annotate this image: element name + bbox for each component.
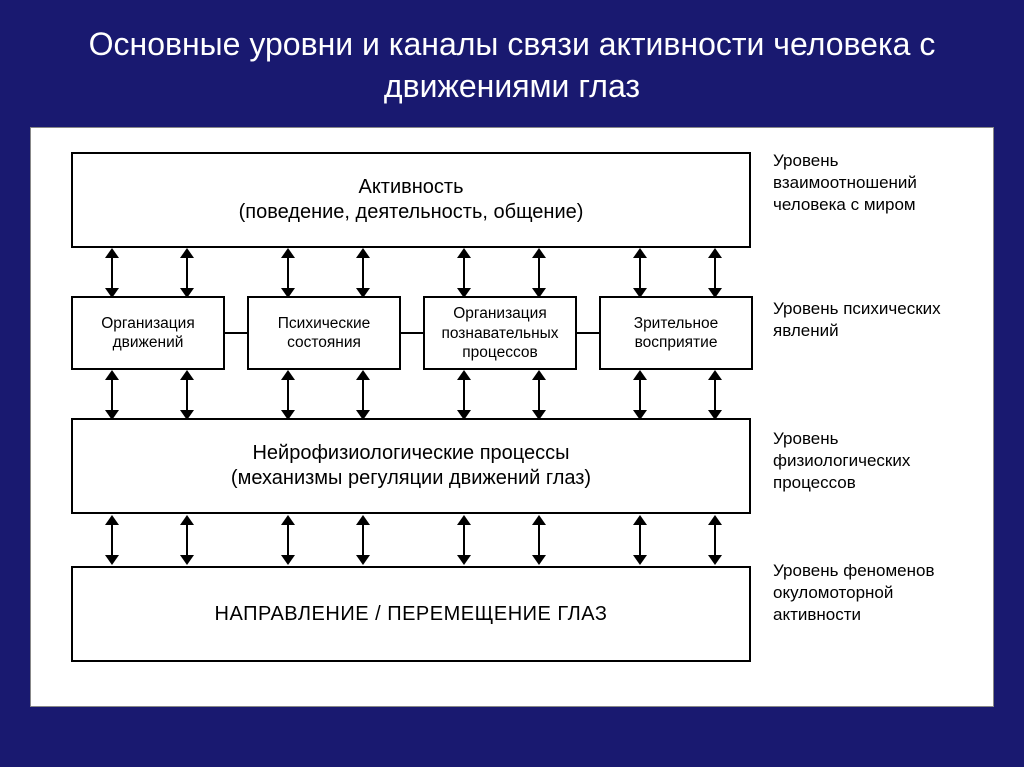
arrow-icon <box>186 256 188 290</box>
arrow-icon <box>463 256 465 290</box>
arrow-icon <box>714 523 716 557</box>
arrow-icon <box>287 378 289 412</box>
arrow-icon <box>362 378 364 412</box>
arrow-icon <box>639 378 641 412</box>
arrow-icon <box>463 523 465 557</box>
arrow-icon <box>538 378 540 412</box>
arrow-icon <box>538 256 540 290</box>
box-neuro: Нейрофизиологические процессы (механизмы… <box>71 418 751 514</box>
box-neuro-line2: (механизмы регуляции движений глаз) <box>231 466 591 491</box>
arrow-icon <box>111 378 113 412</box>
label-level3: Уровень физиологических процессов <box>773 428 978 494</box>
box-psychic-states: Психические состояния <box>247 296 401 370</box>
h-connector <box>577 332 599 334</box>
arrow-icon <box>186 523 188 557</box>
arrow-icon <box>538 523 540 557</box>
slide-title: Основные уровни и каналы связи активност… <box>0 0 1024 117</box>
arrow-icon <box>362 256 364 290</box>
diagram-panel: Активность (поведение, деятельность, общ… <box>30 127 994 707</box>
box-direction-line1: НАПРАВЛЕНИЕ / ПЕРЕМЕЩЕНИЕ ГЛАЗ <box>215 602 608 627</box>
box-activity: Активность (поведение, деятельность, общ… <box>71 152 751 248</box>
box-visual-perception: Зрительное восприятие <box>599 296 753 370</box>
arrow-icon <box>714 256 716 290</box>
arrow-icon <box>639 256 641 290</box>
arrow-icon <box>362 523 364 557</box>
arrow-icon <box>639 523 641 557</box>
label-level4: Уровень феноменов окуломоторной активнос… <box>773 560 978 626</box>
arrow-icon <box>186 378 188 412</box>
box-org-cognitive: Организация познавательных процессов <box>423 296 577 370</box>
box-direction: НАПРАВЛЕНИЕ / ПЕРЕМЕЩЕНИЕ ГЛАЗ <box>71 566 751 662</box>
arrow-icon <box>111 256 113 290</box>
box-activity-line1: Активность <box>358 175 463 200</box>
box-activity-line2: (поведение, деятельность, общение) <box>239 200 584 225</box>
arrow-icon <box>463 378 465 412</box>
arrow-icon <box>111 523 113 557</box>
label-level2: Уровень психических явлений <box>773 298 978 342</box>
box-org-movement: Организация движений <box>71 296 225 370</box>
arrow-icon <box>287 256 289 290</box>
box-neuro-line1: Нейрофизиологические процессы <box>252 441 569 466</box>
arrow-icon <box>287 523 289 557</box>
h-connector <box>225 332 247 334</box>
arrow-icon <box>714 378 716 412</box>
slide: Основные уровни и каналы связи активност… <box>0 0 1024 767</box>
label-level1: Уровень взаимоотношений человека с миром <box>773 150 978 216</box>
h-connector <box>401 332 423 334</box>
